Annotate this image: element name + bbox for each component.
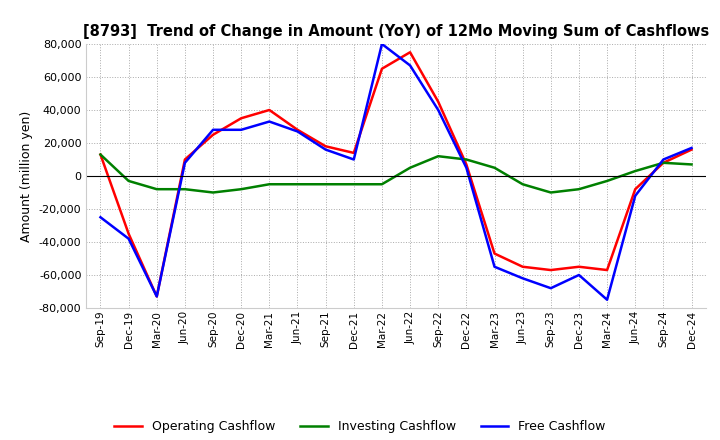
- Investing Cashflow: [434, 154, 443, 159]
- Operating Cashflow: [153, 294, 161, 299]
- Operating Cashflow: [518, 264, 527, 269]
- Operating Cashflow: [125, 231, 133, 236]
- Investing Cashflow: [125, 178, 133, 183]
- Free Cashflow: [349, 157, 358, 162]
- Operating Cashflow: [349, 150, 358, 156]
- Free Cashflow: [96, 215, 105, 220]
- Free Cashflow: [125, 236, 133, 241]
- Investing Cashflow: [293, 182, 302, 187]
- Investing Cashflow: [321, 182, 330, 187]
- Operating Cashflow: [631, 187, 639, 192]
- Title: [8793]  Trend of Change in Amount (YoY) of 12Mo Moving Sum of Cashflows: [8793] Trend of Change in Amount (YoY) o…: [83, 24, 709, 39]
- Free Cashflow: [687, 145, 696, 150]
- Free Cashflow: [518, 275, 527, 281]
- Operating Cashflow: [377, 66, 386, 71]
- Investing Cashflow: [631, 169, 639, 174]
- Line: Investing Cashflow: Investing Cashflow: [101, 154, 691, 193]
- Operating Cashflow: [546, 268, 555, 273]
- Free Cashflow: [462, 165, 471, 170]
- Y-axis label: Amount (million yen): Amount (million yen): [20, 110, 33, 242]
- Free Cashflow: [293, 129, 302, 134]
- Investing Cashflow: [687, 162, 696, 167]
- Line: Free Cashflow: Free Cashflow: [101, 44, 691, 300]
- Operating Cashflow: [603, 268, 611, 273]
- Investing Cashflow: [518, 182, 527, 187]
- Operating Cashflow: [406, 50, 415, 55]
- Free Cashflow: [209, 127, 217, 132]
- Investing Cashflow: [209, 190, 217, 195]
- Free Cashflow: [265, 119, 274, 124]
- Operating Cashflow: [265, 107, 274, 113]
- Investing Cashflow: [406, 165, 415, 170]
- Free Cashflow: [575, 272, 583, 278]
- Operating Cashflow: [659, 160, 667, 165]
- Free Cashflow: [631, 193, 639, 198]
- Free Cashflow: [377, 41, 386, 47]
- Operating Cashflow: [237, 116, 246, 121]
- Investing Cashflow: [603, 178, 611, 183]
- Free Cashflow: [546, 286, 555, 291]
- Free Cashflow: [321, 147, 330, 152]
- Free Cashflow: [434, 107, 443, 113]
- Investing Cashflow: [153, 187, 161, 192]
- Operating Cashflow: [434, 99, 443, 104]
- Free Cashflow: [490, 264, 499, 269]
- Free Cashflow: [406, 63, 415, 68]
- Operating Cashflow: [687, 147, 696, 152]
- Operating Cashflow: [462, 162, 471, 167]
- Investing Cashflow: [96, 152, 105, 157]
- Investing Cashflow: [377, 182, 386, 187]
- Investing Cashflow: [546, 190, 555, 195]
- Free Cashflow: [153, 294, 161, 299]
- Legend: Operating Cashflow, Investing Cashflow, Free Cashflow: Operating Cashflow, Investing Cashflow, …: [109, 415, 611, 438]
- Free Cashflow: [237, 127, 246, 132]
- Investing Cashflow: [349, 182, 358, 187]
- Investing Cashflow: [575, 187, 583, 192]
- Investing Cashflow: [265, 182, 274, 187]
- Investing Cashflow: [462, 157, 471, 162]
- Investing Cashflow: [490, 165, 499, 170]
- Free Cashflow: [659, 157, 667, 162]
- Operating Cashflow: [490, 251, 499, 256]
- Investing Cashflow: [659, 160, 667, 165]
- Free Cashflow: [603, 297, 611, 302]
- Investing Cashflow: [237, 187, 246, 192]
- Line: Operating Cashflow: Operating Cashflow: [101, 52, 691, 297]
- Investing Cashflow: [181, 187, 189, 192]
- Free Cashflow: [181, 160, 189, 165]
- Operating Cashflow: [575, 264, 583, 269]
- Operating Cashflow: [293, 127, 302, 132]
- Operating Cashflow: [209, 132, 217, 137]
- Operating Cashflow: [181, 157, 189, 162]
- Operating Cashflow: [321, 143, 330, 149]
- Operating Cashflow: [96, 152, 105, 157]
